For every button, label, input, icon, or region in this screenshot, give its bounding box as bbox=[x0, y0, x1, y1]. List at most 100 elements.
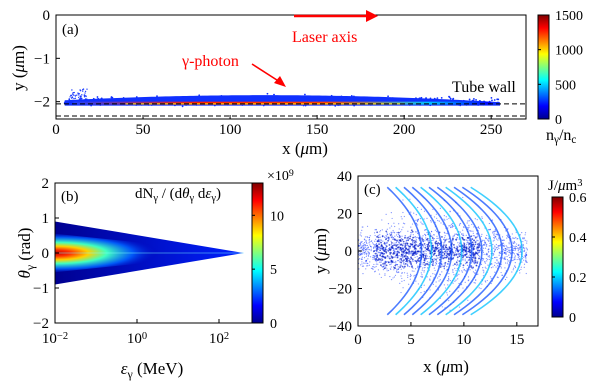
energy-point bbox=[408, 250, 410, 252]
energy-point bbox=[477, 235, 479, 237]
energy-point bbox=[392, 229, 394, 232]
energy-point bbox=[486, 234, 488, 237]
energy-point bbox=[523, 259, 525, 261]
energy-point bbox=[518, 255, 520, 257]
energy-point bbox=[516, 243, 518, 245]
energy-point bbox=[422, 223, 424, 225]
energy-point bbox=[403, 262, 405, 264]
energy-point bbox=[402, 211, 404, 214]
energy-point bbox=[417, 218, 419, 220]
energy-point bbox=[503, 239, 505, 241]
energy-point bbox=[393, 252, 396, 255]
energy-point bbox=[406, 257, 409, 260]
energy-point bbox=[478, 251, 481, 253]
energy-point bbox=[474, 257, 477, 260]
energy-point bbox=[477, 254, 479, 257]
energy-point bbox=[452, 268, 454, 271]
energy-point bbox=[417, 283, 419, 285]
energy-point bbox=[475, 269, 477, 271]
energy-point bbox=[448, 272, 450, 275]
energy-point bbox=[456, 236, 458, 239]
energy-point bbox=[380, 257, 382, 259]
photon-point bbox=[86, 88, 88, 90]
energy-point bbox=[360, 246, 362, 249]
energy-point bbox=[457, 254, 459, 256]
energy-point bbox=[514, 262, 516, 264]
energy-point bbox=[393, 222, 395, 224]
panel-a-label: (a) bbox=[62, 22, 79, 38]
energy-point bbox=[365, 268, 367, 270]
energy-point bbox=[379, 249, 382, 252]
energy-point bbox=[368, 264, 371, 266]
energy-point bbox=[366, 265, 368, 267]
energy-point bbox=[508, 251, 510, 253]
energy-point bbox=[444, 239, 447, 242]
energy-point bbox=[407, 237, 409, 239]
energy-point bbox=[481, 217, 483, 220]
energy-point bbox=[415, 231, 417, 233]
energy-point bbox=[526, 248, 528, 250]
energy-point bbox=[426, 217, 428, 219]
energy-point bbox=[377, 234, 379, 236]
energy-point bbox=[497, 239, 499, 241]
energy-point bbox=[517, 257, 519, 259]
energy-point bbox=[442, 244, 445, 247]
energy-point bbox=[525, 251, 527, 253]
energy-point bbox=[358, 245, 360, 247]
energy-point bbox=[399, 264, 401, 266]
energy-point bbox=[413, 245, 416, 247]
energy-point bbox=[519, 248, 521, 250]
energy-point bbox=[470, 266, 473, 268]
energy-point bbox=[369, 241, 371, 243]
energy-point bbox=[443, 218, 445, 220]
energy-stripe bbox=[445, 186, 493, 316]
energy-point bbox=[471, 241, 474, 244]
energy-point bbox=[454, 267, 456, 269]
energy-point bbox=[380, 260, 382, 262]
energy-point bbox=[448, 254, 450, 257]
photon-point bbox=[420, 96, 423, 99]
photon-point bbox=[304, 93, 306, 96]
energy-point bbox=[367, 258, 369, 260]
energy-point bbox=[494, 257, 496, 259]
energy-point bbox=[447, 284, 449, 286]
energy-point bbox=[377, 251, 379, 253]
energy-point bbox=[424, 249, 426, 252]
energy-point bbox=[468, 230, 470, 232]
energy-point bbox=[462, 255, 465, 257]
energy-point bbox=[513, 247, 515, 249]
energy-point bbox=[393, 232, 396, 234]
energy-point bbox=[399, 266, 401, 269]
energy-point bbox=[391, 233, 393, 235]
panel-b-title: dNγ / (dθγ dεγ) bbox=[135, 186, 221, 204]
energy-point bbox=[392, 277, 394, 279]
energy-point bbox=[400, 216, 402, 218]
energy-point bbox=[473, 272, 476, 274]
energy-point bbox=[433, 259, 436, 261]
energy-point bbox=[478, 249, 481, 252]
energy-point bbox=[375, 228, 377, 231]
energy-point bbox=[514, 249, 516, 251]
energy-point bbox=[467, 276, 470, 278]
energy-point bbox=[437, 237, 439, 239]
energy-point bbox=[452, 240, 454, 242]
energy-point bbox=[478, 257, 480, 260]
energy-point bbox=[445, 238, 448, 240]
energy-point bbox=[386, 236, 388, 238]
energy-point bbox=[482, 266, 484, 269]
energy-point bbox=[507, 260, 509, 262]
energy-point bbox=[429, 232, 431, 234]
energy-point bbox=[483, 244, 485, 246]
energy-point bbox=[416, 256, 418, 258]
energy-point bbox=[472, 235, 474, 237]
energy-point bbox=[421, 276, 424, 278]
energy-point bbox=[376, 248, 379, 251]
energy-point bbox=[397, 231, 400, 234]
photon-point bbox=[472, 98, 475, 100]
energy-point bbox=[514, 245, 516, 247]
colorbar-tick-label: 0.6 bbox=[569, 191, 587, 206]
energy-point bbox=[425, 237, 427, 239]
energy-point bbox=[414, 274, 416, 276]
energy-point bbox=[502, 242, 505, 244]
